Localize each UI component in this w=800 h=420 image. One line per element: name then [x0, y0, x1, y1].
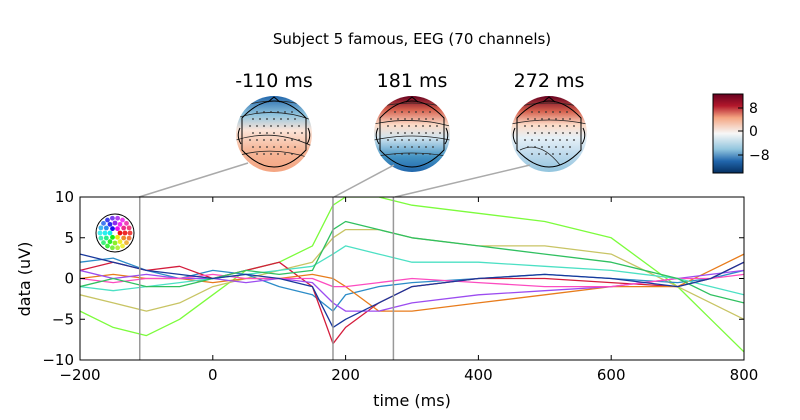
topomap-time-label: 181 ms [377, 70, 448, 92]
head-outline [379, 100, 445, 168]
channel-trace [80, 273, 744, 288]
y-tick-label: −5 [52, 310, 74, 328]
topomap-panel: -110 ms 181 ms [235, 70, 587, 172]
head-outline [241, 100, 307, 168]
connector-line [138, 162, 249, 198]
x-tick-label: 800 [730, 366, 759, 384]
connector-line [333, 164, 395, 198]
x-tick-label: 200 [331, 366, 360, 384]
channel-trace [80, 253, 744, 329]
x-tick-label: −200 [59, 366, 100, 384]
x-axis-label: time (ms) [373, 391, 451, 410]
y-tick-label: −10 [42, 351, 74, 369]
topomap-2: 272 ms [511, 70, 587, 172]
topomap-0: -110 ms [235, 70, 313, 172]
channel-trace [80, 228, 744, 320]
topomap-1: 181 ms [374, 70, 450, 172]
topomap-connectors [138, 162, 531, 198]
colorbar-tick-label: −8 [749, 148, 770, 164]
y-axis: 10 5 0 −5 −10 [42, 188, 744, 369]
topomap-time-label: 272 ms [514, 70, 585, 92]
head-outline [516, 100, 582, 168]
colorbar-tick-label: 8 [749, 101, 758, 117]
y-tick-label: 5 [64, 229, 74, 247]
colorbar-tick-label: 0 [749, 124, 758, 140]
sensor-legend [95, 213, 135, 253]
y-axis-label: data (uV) [15, 242, 34, 317]
plot-area: −200 0 200 400 600 800 10 5 0 −5 −10 [42, 188, 758, 384]
channel-trace [80, 220, 744, 304]
y-tick-label: 10 [55, 188, 74, 206]
channel-trace [80, 245, 744, 296]
channel-traces [80, 197, 744, 353]
channel-trace [80, 257, 744, 312]
topomap-time-label: -110 ms [235, 70, 313, 92]
colorbar: 8 0 −8 [712, 93, 770, 174]
time-markers [139, 197, 395, 360]
y-tick-label: 0 [64, 270, 74, 288]
channel-trace [80, 197, 744, 353]
connector-line [394, 164, 531, 198]
x-tick-label: 0 [208, 366, 218, 384]
figure-title: Subject 5 famous, EEG (70 channels) [273, 30, 551, 48]
x-axis: −200 0 200 400 600 800 [59, 197, 758, 384]
channel-trace [80, 261, 744, 345]
x-tick-label: 600 [597, 366, 626, 384]
x-tick-label: 400 [464, 366, 493, 384]
